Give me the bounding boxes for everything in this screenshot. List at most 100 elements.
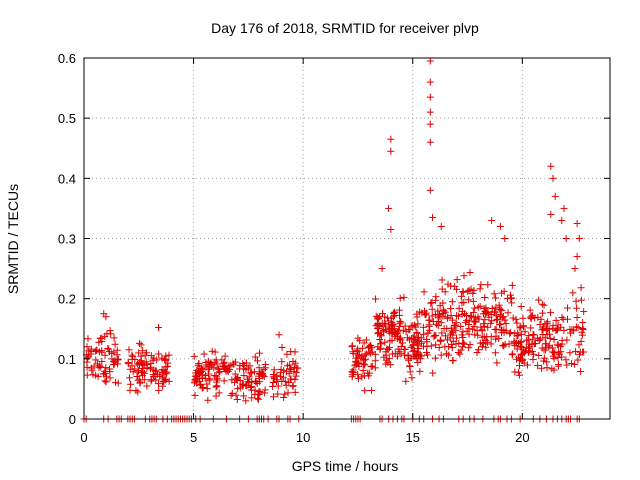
data-point — [233, 395, 241, 403]
data-point — [521, 328, 529, 336]
data-point — [230, 360, 238, 368]
data-point — [436, 336, 444, 344]
data-point — [480, 320, 488, 328]
data-point — [282, 381, 290, 389]
data-point — [525, 332, 533, 340]
data-point — [580, 308, 588, 316]
data-point — [458, 292, 466, 300]
data-point — [388, 350, 396, 358]
data-point — [353, 347, 361, 355]
data-point — [422, 309, 430, 317]
data-point — [453, 276, 461, 284]
data-point — [83, 343, 91, 351]
data-point — [437, 319, 445, 327]
data-point — [287, 366, 295, 374]
data-point — [425, 322, 433, 330]
data-point — [388, 318, 396, 326]
data-point — [564, 304, 572, 312]
data-point — [572, 323, 580, 331]
data-point — [449, 337, 457, 345]
data-point — [129, 352, 137, 360]
data-point — [478, 343, 486, 351]
data-point — [420, 330, 428, 338]
data-point — [257, 368, 265, 376]
data-point — [558, 216, 566, 224]
data-point — [92, 371, 100, 379]
data-point — [245, 373, 253, 381]
data-point — [547, 210, 555, 218]
data-point — [574, 356, 582, 364]
data-point — [128, 351, 136, 359]
data-point — [520, 349, 528, 357]
data-point — [519, 322, 527, 330]
data-point — [107, 330, 115, 338]
data-point — [358, 373, 366, 381]
data-point — [360, 356, 368, 364]
data-point — [456, 350, 464, 358]
data-point — [102, 378, 110, 386]
data-point — [418, 352, 426, 360]
data-point — [569, 289, 577, 297]
data-point — [547, 162, 555, 170]
data-point — [287, 375, 295, 383]
data-point — [437, 222, 445, 230]
data-point — [396, 294, 404, 302]
y-tick-label: 0.5 — [58, 111, 76, 126]
data-point — [566, 329, 574, 337]
data-point — [476, 285, 484, 293]
data-point — [359, 356, 367, 364]
data-point — [475, 315, 483, 323]
data-point — [411, 335, 419, 343]
data-point — [478, 333, 486, 341]
data-point — [525, 347, 533, 355]
data-point — [571, 360, 579, 368]
data-point — [519, 314, 527, 322]
grid-lines — [84, 58, 610, 419]
data-point — [111, 356, 119, 364]
data-point — [165, 351, 173, 359]
data-point — [436, 312, 444, 320]
data-point — [162, 352, 170, 360]
data-point — [537, 315, 545, 323]
data-point — [203, 384, 211, 392]
data-point — [349, 348, 357, 356]
data-point — [447, 305, 455, 313]
data-point — [412, 323, 420, 331]
data-point — [208, 347, 216, 355]
data-point — [97, 363, 105, 371]
data-point — [270, 373, 278, 381]
data-point — [220, 377, 228, 385]
data-point — [539, 330, 547, 338]
data-point — [389, 326, 397, 334]
data-point — [256, 388, 264, 396]
x-tick-label: 5 — [190, 430, 197, 445]
x-tick-label: 20 — [515, 430, 529, 445]
data-point — [465, 325, 473, 333]
data-point — [492, 325, 500, 333]
data-point — [526, 306, 534, 314]
data-point — [455, 304, 463, 312]
data-point — [234, 385, 242, 393]
data-point — [491, 349, 499, 357]
data-point — [517, 303, 525, 311]
data-point — [546, 334, 554, 342]
data-point — [506, 328, 514, 336]
data-point — [395, 348, 403, 356]
data-point — [512, 315, 520, 323]
data-point — [274, 390, 282, 398]
data-point — [459, 339, 467, 347]
data-point — [491, 307, 499, 315]
data-point — [348, 342, 356, 350]
data-point — [281, 390, 289, 398]
data-point — [409, 322, 417, 330]
data-point — [540, 301, 548, 309]
data-point — [518, 356, 526, 364]
data-point — [500, 342, 508, 350]
data-point — [102, 313, 110, 321]
data-point — [426, 78, 434, 86]
data-point — [376, 336, 384, 344]
data-point — [193, 366, 201, 374]
data-point — [261, 389, 269, 397]
data-point — [158, 371, 166, 379]
data-point — [204, 370, 212, 378]
